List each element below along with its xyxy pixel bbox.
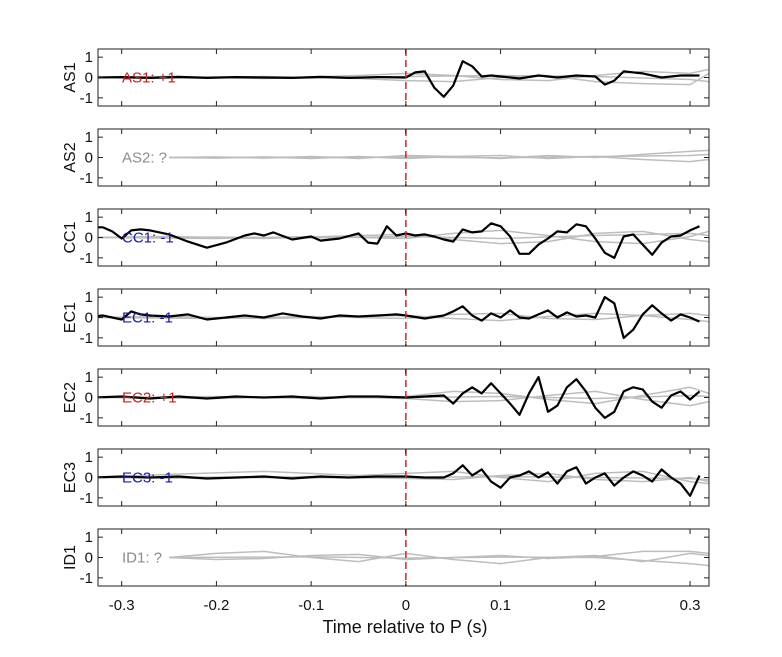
x-tick-label: -0.3 [109, 597, 135, 614]
x-tick-label: 0 [402, 597, 410, 614]
black-trace-line [98, 376, 701, 419]
panel-ylabel: EC1 [62, 302, 79, 333]
panel-plot-area [168, 550, 709, 567]
gray-trace-line [168, 550, 709, 565]
black-trace-line [98, 60, 700, 98]
y-tick-label: 1 [85, 129, 93, 146]
panel-plot-area [98, 296, 709, 339]
y-tick-label: 1 [85, 289, 93, 306]
y-tick-label: 0 [85, 310, 93, 327]
y-tick-label: 0 [85, 550, 93, 567]
panel-ylabel: EC3 [62, 462, 79, 493]
y-tick-label: 1 [85, 529, 93, 546]
y-tick-label: -1 [80, 410, 93, 427]
y-tick-label: 0 [85, 150, 93, 167]
y-tick-label: -1 [80, 90, 93, 107]
y-tick-label: -1 [80, 170, 93, 187]
y-tick-label: 0 [85, 390, 93, 407]
gray-trace-line [168, 556, 709, 567]
y-tick-label: -1 [80, 570, 93, 587]
gray-trace-line [98, 470, 709, 485]
x-tick-label: -0.1 [298, 597, 324, 614]
panel-annotation: EC3: -1 [122, 470, 173, 487]
y-tick-label: -1 [80, 490, 93, 507]
black-trace-line [98, 296, 700, 339]
y-tick-label: 0 [85, 70, 93, 87]
panel-plot-area [98, 60, 709, 98]
y-tick-label: 1 [85, 49, 93, 66]
gray-trace-line [98, 232, 709, 240]
x-tick-label: 0.2 [585, 597, 606, 614]
x-tick-label: 0.3 [680, 597, 701, 614]
x-axis: -0.3 -0.2 -0.1 0 0.1 0.2 0.3 [109, 597, 701, 614]
panel-annotation: EC2: +1 [122, 390, 177, 407]
panel-ylabel: EC2 [62, 382, 79, 413]
x-tick-label: -0.2 [203, 597, 229, 614]
panel-plot-area [98, 222, 709, 259]
y-tick-label: 1 [85, 369, 93, 386]
y-tick-label: 0 [85, 230, 93, 247]
panel-annotation: ID1: ? [122, 550, 162, 567]
panel-annotation: EC1: -1 [122, 310, 173, 327]
panel-ylabel: AS1 [62, 62, 79, 92]
y-tick-label: -1 [80, 330, 93, 347]
y-tick-label: 1 [85, 209, 93, 226]
y-tick-label: -1 [80, 250, 93, 267]
panel-plot-area [98, 464, 709, 497]
panel-annotation: AS1: +1 [122, 70, 176, 87]
y-tick-label: 1 [85, 449, 93, 466]
panel-annotation: CC1: -1 [122, 230, 174, 247]
panel-plot-area [98, 376, 709, 419]
black-trace-line [98, 222, 700, 259]
y-tick-label: 0 [85, 470, 93, 487]
x-tick-label: 0.1 [490, 597, 511, 614]
x-axis-label: Time relative to P (s) [322, 617, 487, 637]
panel-ylabel: ID1 [62, 545, 79, 570]
panel-ylabel: AS2 [62, 142, 79, 172]
panel-annotation: AS2: ? [122, 150, 167, 167]
gray-trace-line [168, 153, 709, 159]
panel-plot-area [168, 149, 709, 163]
gray-trace-line [98, 312, 709, 321]
panel-ylabel: CC1 [62, 221, 79, 253]
black-trace-line [98, 464, 701, 497]
